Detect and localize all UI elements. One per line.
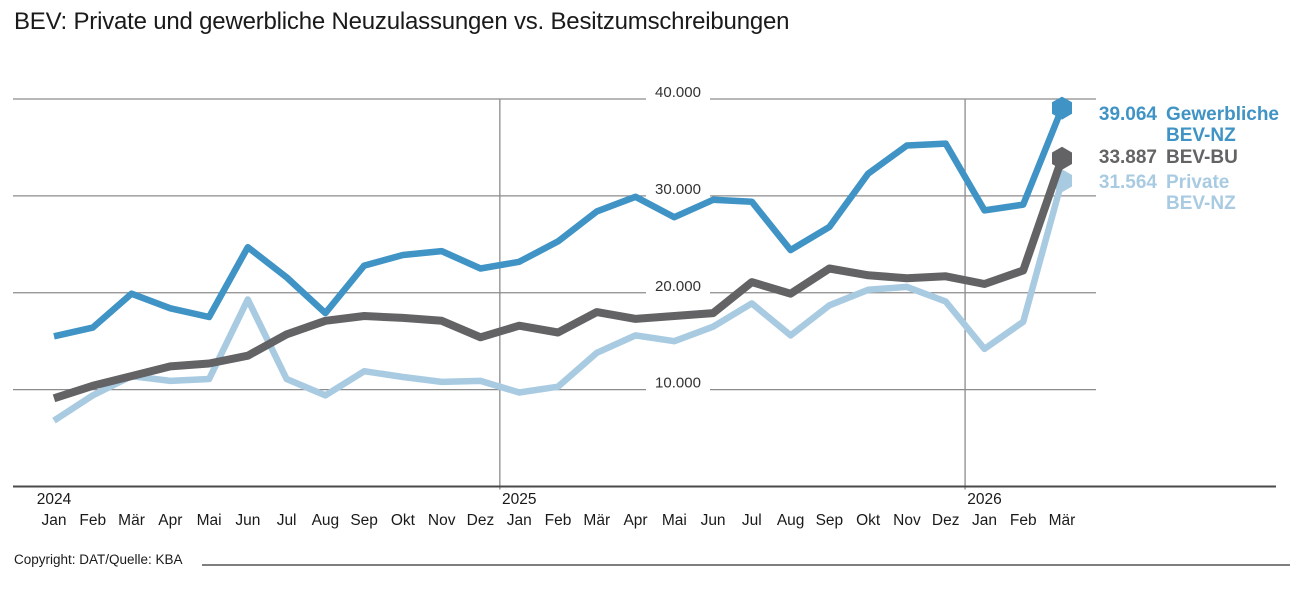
x-month-label: Dez (467, 512, 495, 529)
x-year-label-2026: 2026 (967, 491, 1001, 508)
x-month-label: Sep (816, 512, 844, 529)
y-tick-label: 30.000 (655, 181, 701, 198)
x-month-label: Apr (158, 512, 182, 529)
x-month-label: Mai (197, 512, 222, 529)
x-year-label-2025: 2025 (502, 491, 536, 508)
y-tick-label: 10.000 (655, 375, 701, 392)
x-month-label: Aug (777, 512, 805, 529)
copyright-text: Copyright: DAT/Quelle: KBA (14, 552, 183, 567)
end-series-name-bev-bu: BEV-BU (1166, 147, 1238, 168)
x-month-label: Mai (662, 512, 687, 529)
x-month-label: Jan (972, 512, 997, 529)
series-line-private-bev-nz (52, 179, 1066, 424)
end-value-label-gewerbliche-bev-nz: 39.064 (1099, 104, 1158, 125)
x-month-label: Jun (235, 512, 260, 529)
end-series-name-private-bev-nz: Private (1166, 172, 1229, 193)
x-year-label-2024: 2024 (37, 491, 72, 508)
x-month-label: Apr (623, 512, 647, 529)
series-end-marker-gewerbliche-bev-nz (1052, 96, 1072, 120)
end-series-name-gewerbliche-bev-nz: BEV-NZ (1166, 125, 1236, 146)
x-month-label: Feb (545, 512, 572, 529)
x-month-label: Jul (277, 512, 297, 529)
end-value-label-private-bev-nz: 31.564 (1099, 172, 1158, 193)
x-month-label: Okt (391, 512, 416, 529)
y-tick-label: 20.000 (655, 278, 701, 295)
end-value-label-bev-bu: 33.887 (1099, 147, 1157, 168)
series-end-marker-bev-bu (1052, 146, 1072, 170)
series-line-gewerbliche-bev-nz (53, 106, 1066, 340)
x-month-label: Nov (428, 512, 456, 529)
x-month-label: Mär (583, 512, 610, 529)
x-month-label: Okt (856, 512, 881, 529)
chart-title: BEV: Private und gewerbliche Neuzulassun… (14, 8, 790, 35)
x-month-label: Jun (701, 512, 726, 529)
end-series-name-gewerbliche-bev-nz: Gewerbliche (1166, 104, 1279, 125)
x-month-label: Mär (118, 512, 145, 529)
x-month-label: Nov (893, 512, 921, 529)
copyright-divider-line (202, 564, 1290, 566)
x-month-label: Feb (79, 512, 106, 529)
series-line-bev-bu (52, 156, 1066, 403)
end-series-name-private-bev-nz: BEV-NZ (1166, 193, 1236, 214)
x-month-label: Jan (42, 512, 67, 529)
x-month-label: Feb (1010, 512, 1037, 529)
x-month-label: Aug (312, 512, 340, 529)
x-month-label: Dez (932, 512, 960, 529)
y-tick-label: 40.000 (655, 84, 701, 101)
x-month-label: Jan (507, 512, 532, 529)
x-month-label: Mär (1049, 512, 1076, 529)
x-month-label: Sep (350, 512, 378, 529)
x-month-label: Jul (742, 512, 762, 529)
